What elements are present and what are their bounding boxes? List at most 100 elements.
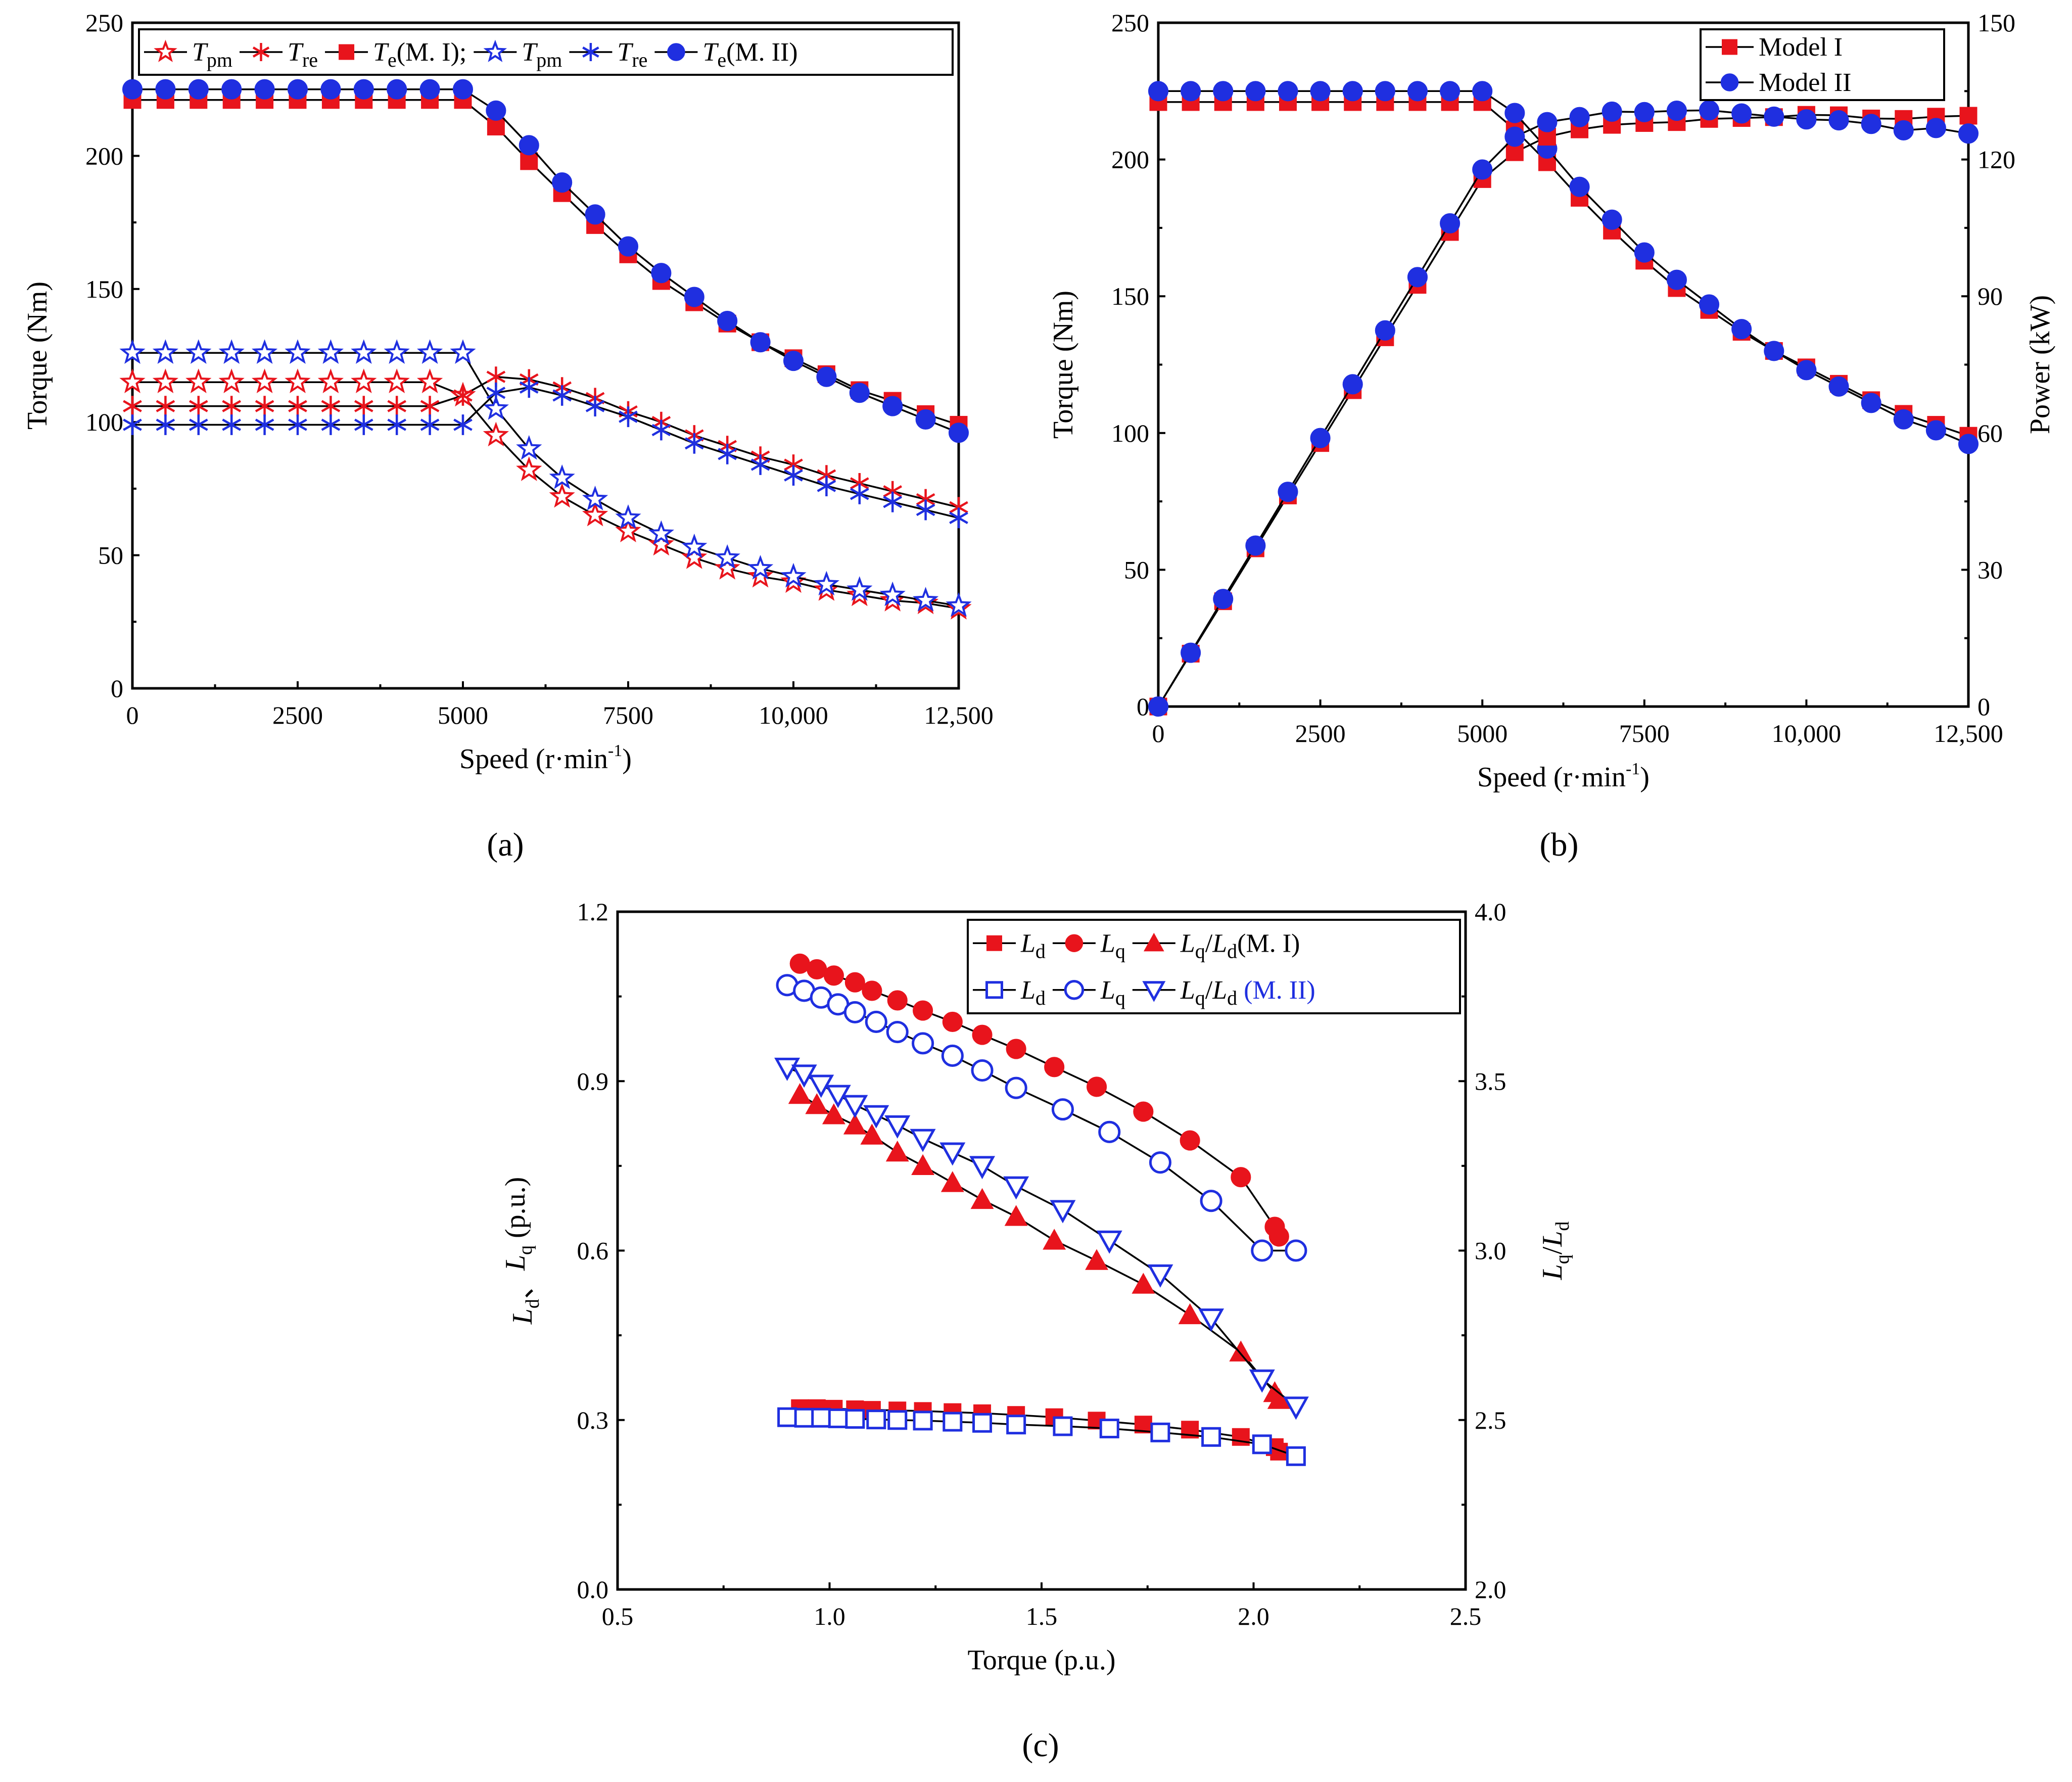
legend-label: Ld	[1020, 929, 1046, 962]
data-point	[651, 263, 672, 284]
data-point	[486, 382, 506, 403]
data-point	[750, 454, 770, 475]
y-tick-label: 0.6	[577, 1237, 609, 1265]
legend-label: Model I	[1759, 33, 1843, 62]
data-point	[152, 339, 179, 364]
data-point	[619, 406, 638, 428]
y2-axis-label: Lq/Ld	[1537, 1222, 1573, 1281]
data-point	[811, 1408, 831, 1428]
legend-text-sub: q	[1115, 987, 1125, 1009]
y-tick-label: 100	[1111, 419, 1149, 447]
series-line	[132, 381, 959, 609]
panel-label: (c)	[1022, 1727, 1059, 1764]
data-point	[972, 1024, 993, 1045]
y-tick-label: 0.0	[577, 1575, 609, 1604]
data-point	[1925, 118, 1946, 138]
series-2-3	[777, 1407, 1306, 1466]
x-tick-label: 10,000	[759, 701, 828, 729]
data-point	[1286, 1446, 1306, 1466]
data-point	[1634, 102, 1655, 122]
panel-a-torque-components: 0 2500 5000 7500 10,000 12,500 0 50 100 150 200 250…	[22, 9, 994, 863]
data-point	[453, 385, 473, 406]
data-point	[123, 396, 142, 416]
data-point	[784, 465, 803, 486]
data-point	[185, 339, 212, 364]
data-point	[648, 531, 675, 556]
x-tick-label: 2500	[1295, 719, 1346, 747]
legend-marker	[986, 935, 1002, 951]
data-point	[354, 414, 373, 435]
legend-label: Tre	[617, 38, 647, 71]
data-point	[843, 1001, 866, 1023]
legend-label: Lq	[1100, 929, 1125, 962]
data-point	[1053, 1416, 1073, 1436]
x-axis-label-text: Speed (r·min	[1477, 762, 1626, 793]
data-point	[618, 236, 639, 257]
legend-box	[967, 919, 1461, 1014]
data-point	[255, 414, 274, 435]
data-point	[846, 576, 873, 601]
data-point	[1310, 81, 1331, 102]
data-point	[971, 1059, 994, 1082]
data-point	[1472, 159, 1493, 180]
legend-text-sub: pm	[536, 49, 562, 71]
data-point	[251, 339, 278, 364]
data-point	[912, 1032, 934, 1055]
legend-text-suffix: /	[1205, 976, 1213, 1005]
y2-tick-label: 30	[1977, 555, 2003, 584]
y2-tick-label: 2.0	[1475, 1575, 1506, 1604]
data-point	[747, 562, 774, 588]
data-point	[1731, 103, 1752, 124]
data-point	[883, 491, 903, 512]
legend-text-sub: re	[302, 49, 318, 71]
y-tick-label: 250	[1111, 9, 1149, 37]
data-point	[714, 544, 740, 569]
data-point	[218, 368, 245, 394]
data-point	[222, 414, 242, 435]
data-point	[288, 414, 307, 435]
y-axis-label-part: d	[522, 1299, 543, 1308]
data-point	[486, 100, 506, 121]
data-point	[453, 414, 473, 435]
legend-marker	[252, 43, 270, 61]
data-point	[1569, 107, 1590, 127]
data-point	[1231, 1167, 1251, 1188]
data-point	[1147, 1264, 1173, 1288]
data-point	[943, 1412, 963, 1432]
legend-marker	[154, 39, 177, 62]
y-axis-label: Torque (Nm)	[22, 282, 53, 430]
series-1-2	[1149, 106, 1977, 716]
legend-label: Lq/Ld(M. I)	[1180, 929, 1300, 962]
data-point	[822, 1103, 845, 1124]
series-0-0	[119, 368, 972, 620]
data-point	[843, 1113, 867, 1135]
data-point	[387, 414, 407, 435]
y-tick-label: 0	[111, 674, 123, 702]
legend-text-suffix2: (M. II)	[1237, 976, 1315, 1005]
y2-axis-label-part: L	[1537, 1264, 1568, 1280]
data-point	[747, 554, 774, 580]
data-point	[1200, 1190, 1222, 1212]
data-point	[1504, 126, 1525, 147]
data-point	[156, 396, 175, 416]
data-point	[351, 368, 377, 394]
data-point	[317, 339, 344, 364]
data-point	[916, 499, 935, 521]
data-point	[913, 1411, 933, 1431]
data-point	[452, 79, 474, 100]
data-point	[1925, 420, 1946, 441]
y-tick-label: 150	[85, 275, 123, 303]
data-point	[884, 1115, 911, 1139]
data-point	[1537, 112, 1558, 132]
data-point	[254, 79, 275, 100]
legend-text-suffix: (M. II)	[726, 38, 798, 67]
legend-text-sub: pm	[207, 49, 232, 71]
data-point	[1096, 1230, 1122, 1254]
data-point	[1149, 1151, 1171, 1174]
data-point	[222, 396, 242, 416]
legend-text-sub2: d	[1227, 987, 1237, 1009]
data-point	[1181, 81, 1201, 102]
y-tick-label: 1.2	[577, 898, 609, 926]
series-0-4	[123, 377, 968, 529]
data-point	[1198, 1308, 1225, 1332]
